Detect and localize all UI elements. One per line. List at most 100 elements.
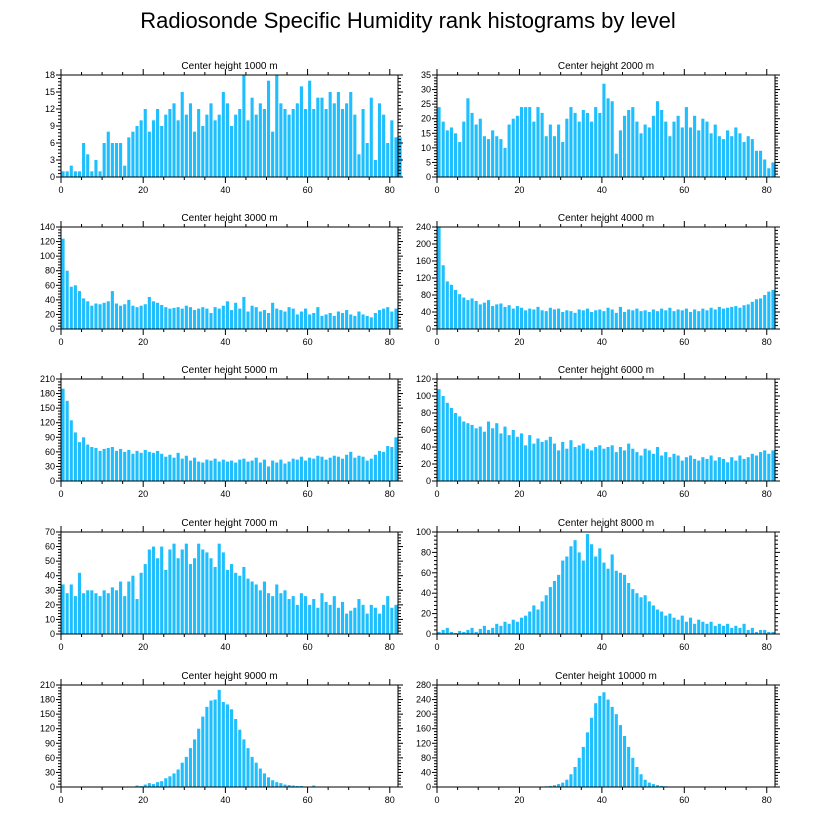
histogram-bar [242, 75, 246, 177]
x-tick-label: 60 [303, 185, 313, 195]
histogram-bar [569, 440, 573, 481]
histogram-bar [386, 307, 390, 329]
histogram-bar [156, 558, 160, 634]
histogram-bar [291, 785, 295, 787]
histogram-bar [164, 456, 168, 481]
histogram-bar [361, 314, 365, 329]
histogram-bar [602, 448, 606, 481]
y-tick-label: 60 [45, 280, 55, 290]
histogram-bar [197, 728, 201, 787]
histogram-bar [721, 308, 726, 329]
y-tick-label: 40 [421, 767, 431, 777]
histogram-bar [65, 171, 69, 177]
histogram-bar [262, 109, 266, 177]
histogram-bar [441, 396, 445, 481]
histogram-bar [201, 549, 205, 634]
histogram-bar [697, 619, 701, 634]
histogram-bar [445, 627, 449, 634]
histogram-bar [594, 556, 598, 634]
y-tick-label: 60 [45, 447, 55, 457]
histogram-bar [581, 746, 585, 787]
histogram-bar [172, 103, 176, 177]
histogram-bar [614, 312, 618, 329]
y-tick-label: 140 [40, 222, 55, 232]
histogram-bar [127, 449, 131, 481]
histogram-bar [221, 552, 225, 634]
histogram-bar [470, 112, 474, 177]
histogram-bar [458, 294, 462, 329]
histogram-bar [106, 131, 110, 177]
histogram-bar [552, 136, 557, 177]
histogram-bar [172, 457, 176, 481]
histogram-bar [316, 97, 320, 177]
y-tick-label: 90 [45, 432, 55, 442]
histogram-bar [573, 112, 577, 177]
histogram-bar [291, 109, 295, 177]
histogram-bar [283, 463, 287, 481]
x-tick-label: 0 [434, 489, 439, 499]
histogram-bar [565, 448, 569, 481]
histogram-bar [180, 308, 184, 329]
histogram-bar [353, 114, 357, 177]
histogram-bar [515, 621, 519, 634]
histogram-bar [139, 572, 143, 634]
histogram-bar [507, 623, 511, 634]
histogram-bar [349, 92, 353, 177]
x-tick-label: 0 [58, 185, 63, 195]
histogram-bar [123, 165, 127, 177]
histogram-bar [655, 447, 660, 481]
panel-6: Center height 6000 m 0 20 40 60 80 0 20 40 60 80 10… [416, 365, 780, 499]
histogram-bar [639, 455, 643, 481]
histogram-bar [627, 443, 631, 481]
histogram-bar [279, 310, 283, 329]
histogram-bar [606, 447, 610, 481]
histogram-bar [569, 546, 573, 634]
histogram-bar [503, 306, 507, 329]
histogram-bar [234, 302, 238, 329]
histogram-bar [287, 599, 291, 634]
x-tick-label: 20 [138, 489, 148, 499]
histogram-bar [209, 700, 213, 787]
histogram-bar [106, 593, 110, 634]
y-tick-label: 180 [40, 389, 55, 399]
histogram-bar [361, 456, 365, 481]
histogram-bar [332, 103, 336, 177]
histogram-bar [709, 133, 713, 177]
histogram-bar [246, 748, 250, 787]
histogram-bar [453, 632, 458, 634]
histogram-bar [709, 621, 713, 634]
histogram-bar [156, 782, 160, 787]
histogram-bar [519, 307, 524, 329]
histogram-bar [577, 309, 581, 329]
y-tick-label: 35 [421, 70, 431, 80]
histogram-bar [225, 704, 229, 787]
histogram-bar [750, 139, 754, 177]
x-tick-label: 0 [58, 795, 63, 805]
y-tick-label: 60 [45, 753, 55, 763]
panel-title: Center height 9000 m [181, 671, 277, 682]
histogram-bar [353, 457, 357, 481]
histogram-bar [688, 312, 693, 329]
x-tick-label: 60 [679, 795, 689, 805]
histogram-bar [610, 101, 614, 177]
histogram-bar [759, 452, 763, 481]
histogram-bar [581, 560, 585, 634]
histogram-bar [511, 619, 515, 634]
y-tick-label: 40 [45, 295, 55, 305]
histogram-bar [193, 310, 197, 329]
x-tick-label: 0 [58, 489, 63, 499]
histogram-bar [188, 103, 193, 177]
histogram-bar [242, 739, 246, 787]
histogram-bar [754, 631, 759, 634]
histogram-bar [606, 699, 610, 787]
histogram-bar [598, 445, 602, 481]
y-tick-label: 18 [45, 70, 55, 80]
histogram-bar [357, 311, 361, 329]
x-tick-label: 20 [514, 489, 524, 499]
plot-frame [60, 226, 399, 330]
x-tick-label: 40 [220, 489, 230, 499]
histogram-bar [287, 785, 291, 787]
histogram-bar [709, 455, 713, 481]
histogram-bar [217, 308, 221, 329]
histogram-bar [312, 785, 316, 787]
